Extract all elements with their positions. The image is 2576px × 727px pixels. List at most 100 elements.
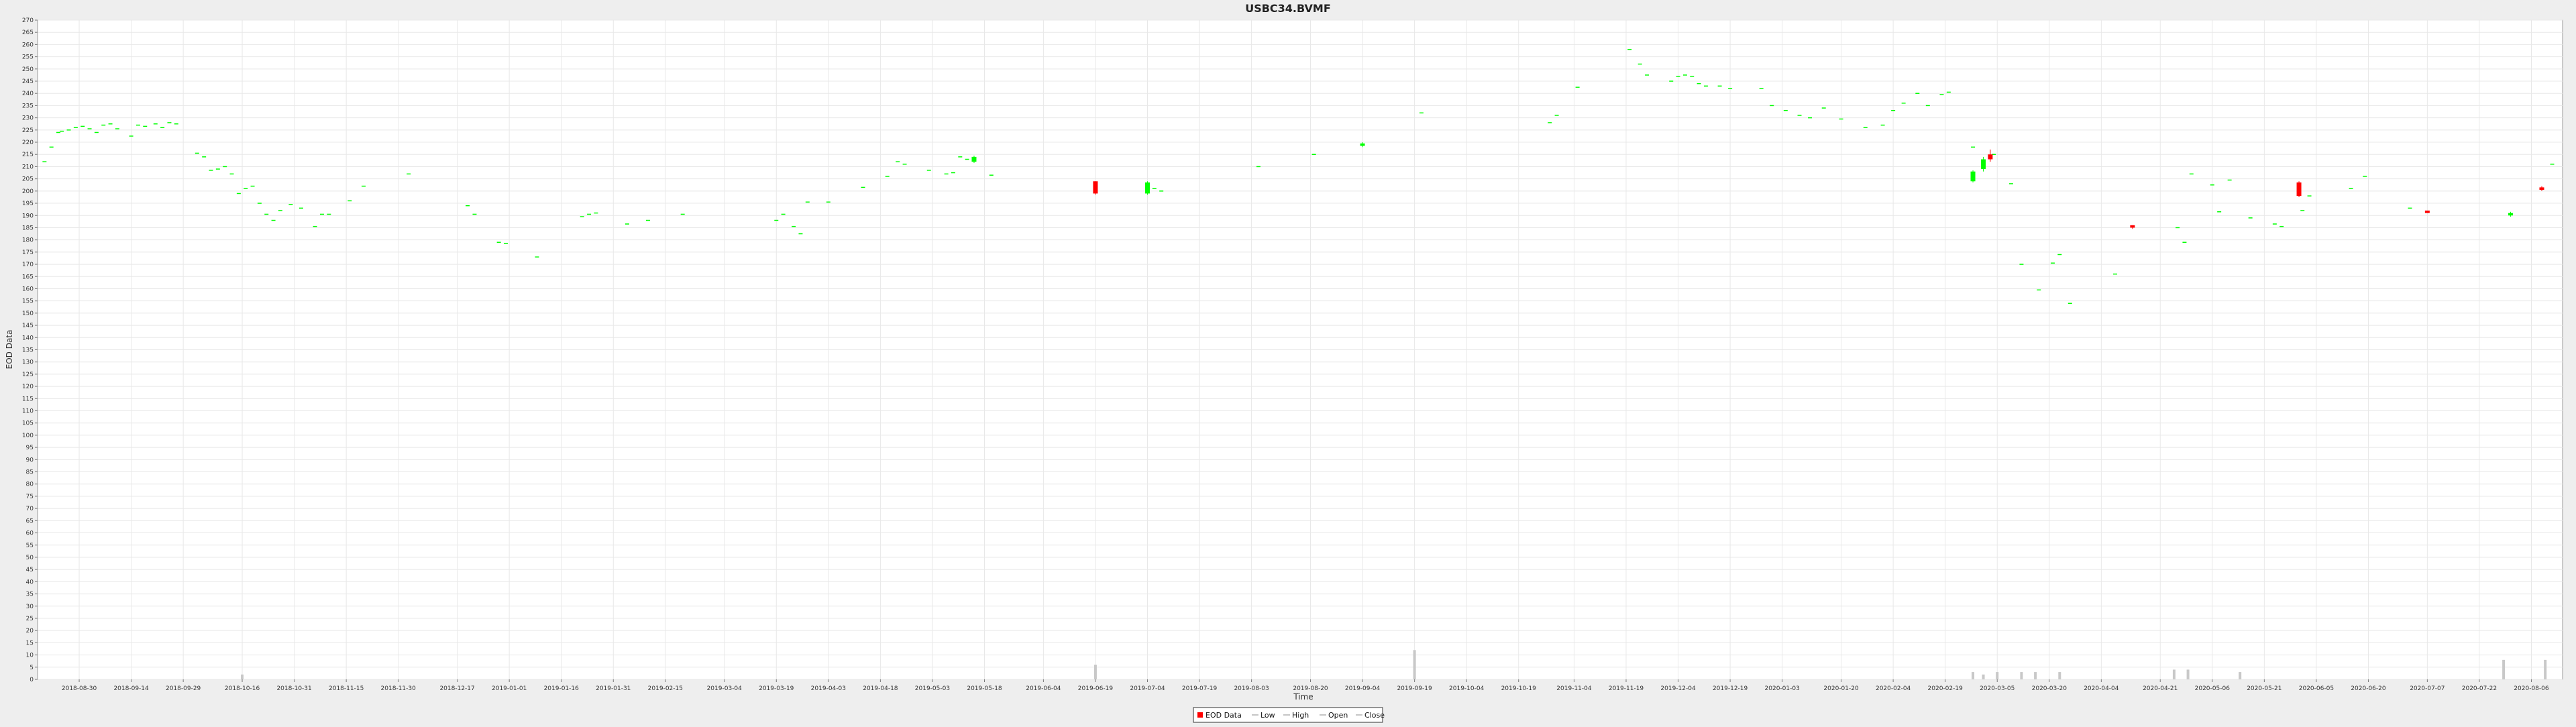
volume-bar — [2502, 659, 2506, 679]
candle-body — [2539, 187, 2544, 190]
y-axis: 0 5 10 15 20 25 30 35 40 45 50 55 60 65 70 75 80 85 90 95 10… — [22, 17, 38, 683]
candle-body — [2130, 225, 2135, 228]
y-tick-label: 10 — [26, 653, 34, 659]
x-tick-label: 2020-07-22 — [2462, 685, 2497, 692]
y-tick-label: 265 — [22, 30, 34, 36]
y-tick-label: 45 — [26, 567, 34, 573]
y-tick-label: 195 — [22, 201, 34, 207]
y-tick-label: 200 — [22, 188, 34, 195]
y-tick-label: 145 — [22, 323, 34, 329]
y-tick-label: 115 — [22, 396, 34, 402]
y-tick-label: 245 — [22, 78, 34, 85]
candle-body — [1970, 171, 1976, 182]
x-tick-label: 2020-01-03 — [1765, 685, 1800, 692]
y-tick-label: 100 — [22, 433, 34, 439]
y-tick-label: 50 — [26, 555, 34, 561]
y-tick-label: 150 — [22, 311, 34, 317]
x-tick-label: 2020-05-06 — [2195, 685, 2231, 692]
legend-label: Open — [1328, 711, 1348, 720]
x-tick-label: 2019-05-03 — [915, 685, 950, 692]
x-tick-label: 2018-10-16 — [225, 685, 260, 692]
x-tick-label: 2019-12-04 — [1660, 685, 1696, 692]
y-tick-label: 185 — [22, 225, 34, 231]
x-tick-label: 2019-01-16 — [544, 685, 580, 692]
legend-label: Low — [1260, 711, 1275, 720]
x-tick-label: 2018-11-30 — [381, 685, 417, 692]
y-tick-label: 25 — [26, 616, 34, 622]
x-tick-label: 2020-01-20 — [1823, 685, 1859, 692]
x-tick-label: 2019-01-01 — [492, 685, 527, 692]
x-tick-label: 2019-03-04 — [707, 685, 743, 692]
y-tick-label: 240 — [22, 91, 34, 97]
volume-bar — [2020, 672, 2023, 679]
y-tick-label: 105 — [22, 421, 34, 427]
x-tick-label: 2019-11-04 — [1556, 685, 1592, 692]
candle-body — [1981, 159, 1986, 170]
y-tick-label: 20 — [26, 628, 34, 634]
x-tick-label: 2020-04-04 — [2084, 685, 2119, 692]
x-tick-label: 2019-04-03 — [811, 685, 846, 692]
x-axis: 2018-08-30 2018-09-14 2018-09-29 2018-10-16… — [62, 679, 2549, 692]
y-tick-label: 15 — [26, 640, 34, 647]
y-tick-label: 55 — [26, 543, 34, 549]
legend-label: Close — [1364, 711, 1385, 720]
y-tick-label: 270 — [22, 17, 34, 24]
candle-body — [1093, 181, 1098, 194]
x-tick-label: 2019-05-18 — [967, 685, 1002, 692]
y-tick-label: 110 — [22, 408, 34, 415]
volume-bar — [1093, 665, 1097, 679]
x-tick-label: 2020-05-21 — [2247, 685, 2282, 692]
y-tick-label: 85 — [26, 469, 34, 476]
legend-label: EOD Data — [1205, 711, 1242, 720]
x-tick-label: 2020-06-20 — [2351, 685, 2386, 692]
x-tick-label: 2020-04-21 — [2143, 685, 2178, 692]
x-tick-label: 2018-09-29 — [166, 685, 201, 692]
x-axis-label: Time — [1293, 692, 1313, 702]
y-tick-label: 175 — [22, 249, 34, 256]
y-tick-label: 40 — [26, 579, 34, 585]
y-tick-label: 165 — [22, 274, 34, 280]
y-tick-label: 70 — [26, 506, 34, 512]
y-tick-label: 250 — [22, 66, 34, 73]
y-tick-label: 255 — [22, 54, 34, 61]
y-tick-label: 30 — [26, 604, 34, 610]
y-tick-label: 220 — [22, 139, 34, 146]
x-tick-label: 2020-02-04 — [1876, 685, 1911, 692]
x-tick-label: 2019-11-19 — [1609, 685, 1644, 692]
x-tick-label: 2019-01-31 — [596, 685, 631, 692]
x-tick-label: 2019-10-04 — [1449, 685, 1485, 692]
x-tick-label: 2019-09-19 — [1397, 685, 1432, 692]
x-tick-label: 2019-06-04 — [1026, 685, 1061, 692]
x-tick-label: 2020-02-19 — [1928, 685, 1964, 692]
y-tick-label: 230 — [22, 115, 34, 122]
x-tick-label: 2018-08-30 — [62, 685, 97, 692]
volume-bar — [2186, 669, 2190, 679]
y-tick-label: 140 — [22, 335, 34, 341]
x-tick-label: 2018-10-31 — [276, 685, 311, 692]
y-tick-label: 170 — [22, 262, 34, 268]
y-tick-label: 120 — [22, 384, 34, 390]
legend-marker — [1197, 712, 1203, 718]
x-tick-label: 2020-07-07 — [2410, 685, 2445, 692]
x-tick-label: 2019-12-19 — [1713, 685, 1748, 692]
y-tick-label: 180 — [22, 237, 34, 244]
volume-bar — [2239, 672, 2242, 679]
volume-bar — [2544, 659, 2547, 679]
y-tick-label: 135 — [22, 347, 34, 354]
y-tick-label: 65 — [26, 518, 34, 524]
y-tick-label: 90 — [26, 457, 34, 463]
y-tick-label: 125 — [22, 372, 34, 378]
x-tick-label: 2019-08-20 — [1293, 685, 1328, 692]
candle-body — [1360, 143, 1365, 146]
x-tick-label: 2018-09-14 — [113, 685, 149, 692]
grid-lines — [38, 19, 2563, 680]
y-tick-label: 190 — [22, 213, 34, 219]
y-tick-label: 235 — [22, 103, 34, 109]
x-tick-label: 2020-06-05 — [2299, 685, 2334, 692]
volume-bars — [241, 650, 2547, 679]
legend-label: High — [1292, 711, 1309, 720]
legend: EOD Data Low High Open Close — [1193, 707, 1385, 723]
x-tick-label: 2019-03-19 — [759, 685, 794, 692]
